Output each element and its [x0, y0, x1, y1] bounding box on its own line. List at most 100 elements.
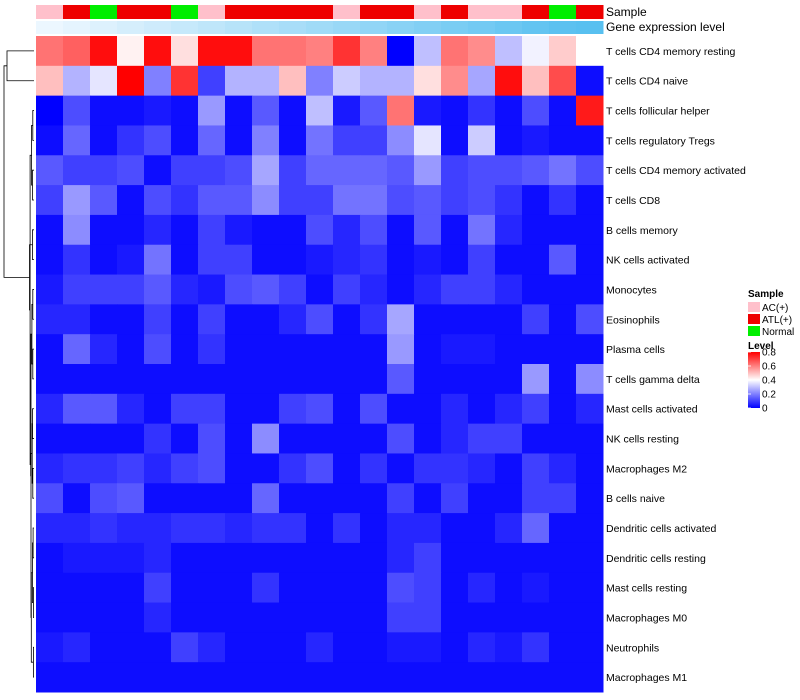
row-label: Eosinophils	[606, 314, 660, 326]
heatmap-cell	[333, 304, 361, 335]
heatmap-cell	[333, 453, 361, 484]
heatmap-cell	[333, 95, 361, 126]
heatmap-cell	[198, 214, 226, 246]
heatmap-cell	[117, 95, 145, 126]
heatmap-cell	[387, 364, 415, 395]
heatmap-cell	[225, 155, 253, 186]
heatmap-cell	[36, 334, 64, 365]
heatmap-cell	[144, 125, 172, 156]
heatmap-cell	[90, 364, 118, 395]
heatmap-cell	[441, 214, 469, 246]
heatmap-cell	[90, 334, 118, 365]
heatmap-cell	[252, 542, 280, 574]
heatmap-cell	[117, 572, 145, 604]
heatmap-cell	[252, 483, 280, 514]
heatmap-cell	[522, 632, 550, 663]
legend-label-ac: AC(+)	[762, 303, 788, 314]
heatmap-cell	[306, 185, 334, 216]
heatmap-cell	[468, 423, 496, 454]
heatmap-cell	[360, 662, 388, 693]
sample-annotation-cell	[333, 5, 361, 19]
heatmap-cell	[225, 662, 253, 693]
heatmap-cell	[63, 244, 91, 276]
heatmap-cell	[441, 483, 469, 514]
heatmap-cell	[36, 364, 64, 395]
heatmap-cell	[117, 155, 145, 186]
heatmap-cell	[198, 185, 226, 216]
heatmap-cell	[225, 364, 253, 395]
heatmap-cell	[198, 364, 226, 395]
heatmap-cell	[63, 304, 91, 335]
heatmap-cell	[117, 244, 145, 276]
row-label: Macrophages M2	[606, 463, 687, 475]
heatmap-cell	[171, 632, 199, 663]
heatmap-cell	[414, 244, 442, 276]
heatmap-cell	[441, 36, 469, 67]
legend-label-normal: Normal	[762, 327, 794, 338]
heatmap-cell	[522, 393, 550, 425]
heatmap-cell	[495, 334, 523, 365]
heatmap-cell	[333, 423, 361, 454]
heatmap-cell	[387, 65, 415, 97]
heatmap-cell	[225, 542, 253, 574]
sample-annotation-cell	[360, 5, 388, 19]
heatmap-cell	[36, 65, 64, 97]
heatmap-cell	[171, 185, 199, 216]
heatmap-cell	[171, 95, 199, 126]
heatmap-cell	[333, 662, 361, 693]
heatmap-cell	[279, 65, 307, 97]
heatmap-cell	[198, 334, 226, 365]
sample-annotation-cell	[144, 5, 172, 19]
heatmap-cell	[171, 274, 199, 305]
sample-annotation-cell	[468, 5, 496, 19]
heatmap-cell	[333, 602, 361, 633]
heatmap-cell	[360, 393, 388, 425]
heatmap-cell	[144, 185, 172, 216]
heatmap-cell	[171, 334, 199, 365]
heatmap-cell	[549, 542, 577, 574]
heatmap-cell	[36, 513, 64, 544]
heatmap-cell	[333, 542, 361, 574]
heatmap-cell	[522, 36, 550, 67]
expression-annotation-cell	[468, 21, 496, 34]
heatmap-cell	[306, 602, 334, 633]
row-label: T cells gamma delta	[606, 374, 700, 386]
heatmap-cell	[252, 185, 280, 216]
heatmap-cell	[360, 602, 388, 633]
row-label: T cells CD4 memory activated	[606, 165, 746, 177]
heatmap-cell	[360, 214, 388, 246]
heatmap-cell	[549, 572, 577, 604]
heatmap-cell	[117, 125, 145, 156]
heatmap-cell	[522, 483, 550, 514]
heatmap-cell	[576, 65, 604, 97]
heatmap-cell	[441, 423, 469, 454]
heatmap-cell	[63, 214, 91, 246]
heatmap-cell	[333, 483, 361, 514]
sample-annotation-cell	[306, 5, 334, 19]
heatmap-cell	[549, 632, 577, 663]
heatmap-cell	[171, 453, 199, 484]
heatmap-cell	[387, 36, 415, 67]
heatmap-cell	[36, 393, 64, 425]
heatmap-cell	[495, 214, 523, 246]
heatmap-cell	[387, 542, 415, 574]
expression-annotation-cell	[279, 21, 307, 34]
heatmap-cell	[414, 513, 442, 544]
heatmap-cell	[198, 602, 226, 633]
heatmap-cell	[468, 453, 496, 484]
heatmap-cell	[441, 274, 469, 305]
heatmap-cell	[495, 185, 523, 216]
heatmap-cell	[252, 155, 280, 186]
heatmap-cell	[441, 334, 469, 365]
heatmap-cell	[279, 36, 307, 67]
heatmap-cell	[333, 185, 361, 216]
heatmap-cell	[90, 662, 118, 693]
heatmap-cell	[576, 483, 604, 514]
heatmap-cell	[387, 393, 415, 425]
heatmap-cell	[549, 214, 577, 246]
heatmap-cell	[387, 483, 415, 514]
heatmap-cell	[468, 95, 496, 126]
expression-annotation-cell	[144, 21, 172, 34]
heatmap-cell	[117, 483, 145, 514]
expression-annotation-title: Gene expression level	[606, 20, 725, 34]
